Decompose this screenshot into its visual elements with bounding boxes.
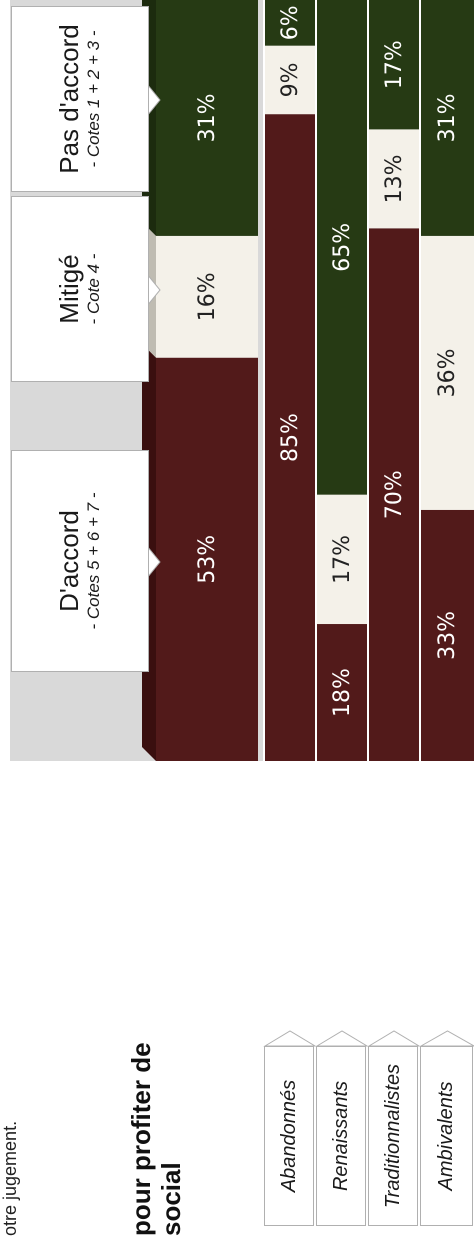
bar-segment: [369, 0, 419, 130]
data-label: 53%: [194, 534, 220, 584]
bar-segment: [369, 228, 419, 761]
data-label: 33%: [435, 610, 460, 660]
category-label: Traditionnalistes: [368, 1046, 418, 1226]
bar-segment: [156, 235, 258, 358]
callout-disagree-title: Pas d'accord: [54, 24, 84, 174]
data-label: 18%: [329, 668, 355, 717]
callout-agree-title: D'accord: [54, 510, 84, 612]
bar-segment: [317, 624, 367, 761]
data-label: 70%: [381, 470, 407, 520]
callout-agree-sub: - Cotes 5 + 6 + 7 -: [84, 492, 103, 630]
bar-segment: [421, 509, 474, 761]
callout-agree: D'accord - Cotes 5 + 6 + 7 -: [11, 450, 149, 672]
data-label: 17%: [329, 534, 355, 584]
data-label: 6%: [277, 5, 303, 41]
bar-segment: [317, 0, 367, 495]
bar-segment: [265, 45, 315, 115]
bar-segment: [317, 494, 367, 625]
data-label: 31%: [435, 93, 460, 143]
category-label: Renaissants: [316, 1046, 366, 1226]
data-label: 13%: [381, 154, 407, 204]
bar-segment: [156, 0, 258, 236]
bar-segment: [265, 114, 315, 761]
bar-segment: [421, 0, 474, 236]
data-label: 85%: [277, 413, 303, 463]
category-label: Ambivalents: [420, 1046, 473, 1226]
data-label: 65%: [329, 222, 355, 272]
callout-disagree: Pas d'accord - Cotes 1 + 2 + 3 -: [11, 6, 149, 192]
bar-segment: [265, 0, 315, 46]
data-label: 17%: [381, 40, 407, 90]
data-label: 16%: [194, 272, 220, 322]
callout-mixed-sub: - Cote 4 -: [84, 253, 103, 325]
bar-segment: [156, 357, 258, 761]
category-label: Abandonnés: [264, 1046, 314, 1226]
callout-mixed-title: Mitigé: [54, 254, 84, 324]
bar-segment: [369, 129, 419, 229]
callout-mixed: Mitigé - Cote 4 -: [11, 196, 149, 382]
data-label: 36%: [435, 348, 460, 398]
data-label: 31%: [194, 93, 220, 143]
bar-segment: [421, 235, 474, 510]
callout-disagree-sub: - Cotes 1 + 2 + 3 -: [84, 30, 103, 168]
data-label: 9%: [277, 62, 303, 98]
